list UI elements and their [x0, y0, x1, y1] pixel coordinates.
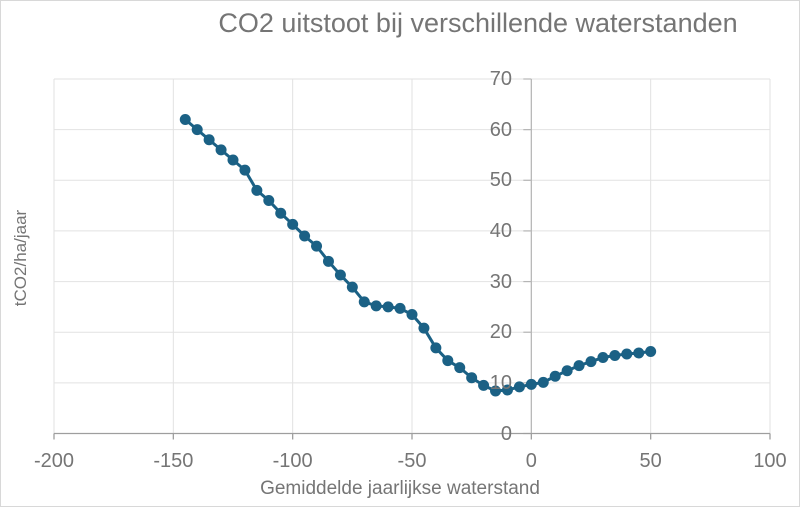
data-point [394, 302, 406, 314]
data-point [263, 195, 275, 207]
x-tick-label: -150 [153, 450, 194, 472]
data-point [585, 356, 597, 368]
data-point [227, 154, 239, 166]
x-tick-label: 50 [639, 450, 662, 472]
data-point [466, 372, 478, 384]
y-tick-label: 50 [489, 169, 512, 192]
data-point [418, 322, 430, 334]
x-tick-label: 100 [753, 450, 787, 472]
data-point [609, 350, 621, 362]
data-point [203, 134, 215, 146]
data-point [251, 184, 263, 196]
y-axis-title: tCO2/ha/jaar [11, 209, 30, 307]
data-point [358, 296, 370, 308]
data-point [370, 300, 382, 312]
data-point [537, 376, 549, 388]
data-point [549, 370, 561, 382]
data-point [322, 255, 334, 267]
data-point [382, 301, 394, 313]
data-point [191, 124, 203, 136]
x-axis-title: Gemiddelde jaarlijkse waterstand [260, 478, 540, 499]
data-point [179, 114, 191, 126]
data-point [597, 352, 609, 364]
chart-title: CO2 uitstoot bij verschillende waterstan… [218, 8, 738, 38]
data-point [215, 144, 227, 156]
y-tick-label: 40 [489, 219, 512, 242]
series-line [183, 118, 653, 393]
data-point [525, 378, 537, 390]
x-tick-label: -200 [33, 450, 75, 472]
y-tick-label: 10 [489, 371, 512, 394]
data-point [561, 365, 573, 377]
data-point [275, 207, 287, 219]
data-point [311, 240, 323, 252]
data-point [621, 348, 633, 360]
data-point [573, 360, 585, 372]
data-point [442, 355, 454, 367]
data-point [513, 381, 525, 393]
x-tick-label: 0 [525, 450, 537, 472]
data-point [501, 384, 513, 396]
data-point [299, 230, 311, 242]
y-tick-label: 60 [489, 118, 512, 141]
data-point [430, 342, 442, 354]
x-tick-label: -100 [272, 450, 313, 472]
data-point [478, 379, 490, 391]
y-tick-label: 20 [489, 321, 512, 344]
data-point [334, 269, 346, 281]
data-point [287, 218, 299, 230]
y-tick-label: 70 [489, 68, 512, 90]
x-tick-label: -50 [397, 450, 427, 472]
data-point [633, 347, 645, 359]
data-point [490, 385, 502, 397]
data-point [645, 345, 657, 357]
data-point [454, 362, 466, 374]
y-tick-label: 0 [500, 422, 512, 445]
y-tick-label: 30 [489, 270, 512, 293]
data-point [239, 164, 251, 176]
data-point [406, 308, 418, 320]
data-point [346, 281, 358, 293]
